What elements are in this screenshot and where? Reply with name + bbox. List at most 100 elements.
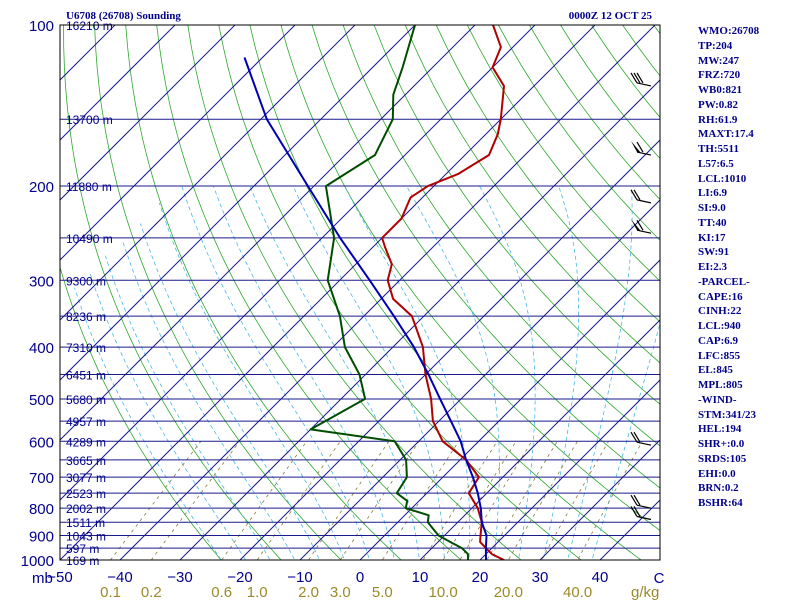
pressure-unit-label: mb [32,570,53,587]
sounding-index-entry: FRZ:720 [698,69,741,82]
dry-adiabat [280,25,660,532]
height-label: 10490 m [66,232,113,246]
moist-adiabat [140,223,321,560]
sounding-index-entry: EHI:0.0 [698,467,736,480]
wind-barb-feather [636,219,644,231]
moist-adiabat [74,287,222,560]
sounding-profiles [243,25,505,560]
temperature-tick-label: 10 [412,569,429,586]
sounding-index-entry: TP:204 [698,39,733,52]
isotherm [539,439,660,560]
sounding-index-entry: PW:0.82 [698,98,739,111]
sounding-index-entry: -PARCEL- [698,275,750,288]
sounding-index-entry: CINH:22 [698,305,742,318]
sounding-index-entry: TH:5511 [698,143,739,155]
sounding-index-entry: BRN:0.2 [698,482,739,495]
sounding-index-entry: SI:9.0 [698,202,726,214]
chart-title-right: 0000Z 12 OCT 25 [569,10,653,22]
sounding-index-entry: HEL:194 [698,423,742,436]
height-label: 2523 m [66,487,106,501]
mixing-ratio-line [577,441,643,560]
wind-barb-feather [633,72,641,84]
mixing-ratio-line [381,441,460,560]
dry-adiabat [435,25,660,323]
sounding-index-entry: SW:91 [698,246,730,259]
dry-adiabat [311,25,660,489]
dry-adiabat [63,25,282,560]
wind-barb [630,494,652,509]
temperature-unit-label: C [654,570,665,587]
mixing-ratio-line [110,441,202,560]
moist-adiabat [122,242,296,560]
sounding-index-entry: MPL:805 [698,379,743,391]
wind-barb-feather [630,494,638,506]
sounding-index-entry: MAXT:17.4 [698,128,754,141]
dry-adiabat [94,25,342,560]
mixing-ratio-label: 1.0 [247,584,268,600]
isotherm [60,25,176,141]
wind-barb-feather [630,189,638,201]
height-label: 2002 m [66,502,106,516]
temperature-tick-label: −20 [227,569,252,586]
chart-title-left: U6708 (26708) Sounding [66,10,181,22]
isotherm [479,379,660,560]
mixing-ratio-label: 0.1 [100,584,121,600]
mixing-ratio-unit-label: g/kg [631,584,659,600]
height-label: 16210 m [66,19,113,33]
dry-adiabat [466,25,660,282]
pressure-tick-label: 800 [29,501,54,518]
wind-barb-shaft [636,82,652,87]
plot-frame [59,24,661,561]
sounding-index-entry: LCL:940 [698,320,741,332]
wind-barb-feather [630,431,638,443]
pressure-tick-label: 300 [29,273,54,290]
wind-barb-feather [636,72,644,84]
dry-adiabat [373,25,660,405]
wind-barb-flag [631,141,641,154]
height-label: 5680 m [66,393,106,407]
dry-adiabat [404,25,660,364]
sounding-index-entry: TT:40 [698,216,727,229]
wind-barb-feather [630,506,638,517]
isotherm [419,319,660,560]
wind-barb-shaft [636,515,652,521]
pressure-tick-label: 100 [29,18,54,35]
dry-adiabat [156,25,462,560]
temperature-tick-label: 30 [532,569,549,586]
mixing-ratio-label: 40.0 [563,584,592,600]
isotherm [60,25,356,321]
moist-adiabat [292,185,445,560]
height-label: 8236 m [66,310,106,324]
mixing-ratio-label: 2.0 [298,584,319,600]
sounding-index-entry: LI:6.9 [698,187,728,200]
wind-barb-feather [630,72,638,84]
temperature-tick-label: −10 [287,569,312,586]
mixing-ratio-label: 5.0 [372,584,393,600]
sounding-indices-panel: WMO:26708 TP:204 MW:247 FRZ:720 WB0:821 PW:0.… [698,24,798,511]
mixing-ratio-label: 0.2 [141,584,162,600]
height-label: 11880 m [66,180,112,194]
isotherm [119,25,656,560]
wind-barb [630,72,652,87]
background-grid [60,25,660,560]
temperature-tick-label: 0 [356,569,364,586]
sounding-index-entry: L57:6.5 [698,157,734,170]
parcel-profile [243,57,488,560]
mixing-ratio-label: 20.0 [494,584,523,600]
wind-barb-feather [633,431,641,443]
moist-adiabat [406,185,500,560]
height-label: 6451 m [66,368,106,382]
height-labels: 16210 m 13700 m 11880 m 10490 m 9300 m 8236 m… [66,19,113,568]
dry-adiabat [218,25,582,560]
mixing-ratio-label: 3.0 [330,584,351,600]
wind-barb [630,431,652,446]
isotherm [179,79,660,560]
mixing-ratio-line [541,441,609,560]
pressure-tick-label: 400 [29,340,54,357]
mixing-ratio-line [486,441,558,560]
dry-adiabat [60,265,222,560]
sounding-index-entry: STM:341/23 [698,408,757,421]
wind-barb-feather [633,506,641,517]
